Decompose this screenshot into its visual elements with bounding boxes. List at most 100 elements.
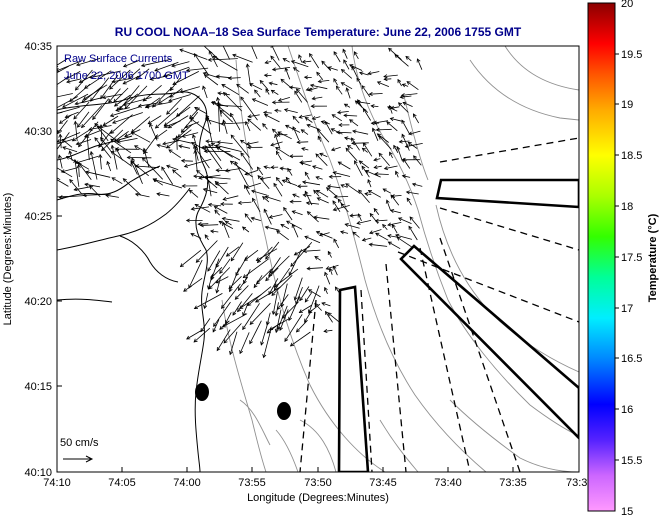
current-vector <box>81 105 103 128</box>
current-vector <box>362 147 368 153</box>
current-vector-head <box>351 65 356 71</box>
current-vector-head <box>212 328 217 333</box>
current-vector-head <box>274 328 279 334</box>
current-vector <box>288 249 302 276</box>
current-vector <box>180 249 202 267</box>
current-vector <box>123 59 140 67</box>
current-vector <box>208 204 222 207</box>
y-tick-label: 40:25 <box>24 211 52 223</box>
current-vector-head <box>343 103 349 108</box>
current-vector <box>396 236 412 248</box>
current-vector <box>359 160 370 169</box>
current-vector <box>303 249 321 252</box>
current-vector-head <box>190 233 195 237</box>
current-vector-head <box>408 131 413 136</box>
current-vector-head <box>205 139 210 144</box>
current-vector-head <box>219 269 224 274</box>
current-vector <box>270 141 283 146</box>
current-vector <box>255 286 281 303</box>
current-vector-head <box>391 223 396 229</box>
current-vector-head <box>288 85 294 90</box>
current-vector-head <box>306 123 311 128</box>
y-tick-label: 40:10 <box>24 467 52 479</box>
current-vector-head <box>299 160 304 165</box>
current-vector-head <box>270 165 275 170</box>
current-vector-head <box>186 335 191 340</box>
current-vector <box>329 268 333 275</box>
current-vector-head <box>285 176 290 182</box>
current-vector-head <box>179 263 184 268</box>
current-vector-head <box>271 128 277 133</box>
current-vector <box>312 96 323 100</box>
current-vector <box>223 92 243 112</box>
current-vector-head <box>109 85 114 90</box>
current-vector-head <box>92 115 97 121</box>
current-vector <box>406 197 412 206</box>
current-vector-head <box>412 113 417 118</box>
current-vector <box>223 195 239 200</box>
current-vector <box>239 294 262 309</box>
current-vector <box>183 277 203 292</box>
current-vector <box>372 128 379 141</box>
current-vector <box>112 112 143 124</box>
current-vector <box>61 139 73 148</box>
current-vector <box>346 87 351 99</box>
current-vector <box>212 319 220 333</box>
current-vector <box>256 268 273 285</box>
current-vector-head <box>134 192 140 197</box>
current-vector-head <box>316 197 321 202</box>
current-vector-head <box>336 110 342 115</box>
current-vector <box>316 190 329 198</box>
y-tick-labels: 40:35 40:30 40:25 40:20 40:15 40:10 <box>24 41 52 479</box>
current-vector-head <box>179 48 184 53</box>
current-vector-head <box>332 200 337 205</box>
current-vector-head <box>260 341 265 346</box>
current-vector <box>334 196 349 198</box>
current-vector-head <box>156 143 161 148</box>
current-vector-head <box>289 199 294 204</box>
current-vector-head <box>249 83 254 87</box>
current-vector-head <box>78 79 83 83</box>
current-vector-head <box>401 133 406 138</box>
current-vector-head <box>194 107 199 111</box>
current-vector-head <box>141 157 146 162</box>
current-vector-head <box>413 155 417 160</box>
current-vector <box>344 137 352 140</box>
current-vector-head <box>110 150 115 155</box>
current-vector <box>214 210 220 216</box>
current-vector <box>373 208 380 216</box>
current-vector <box>282 179 298 186</box>
current-vector <box>57 93 73 98</box>
current-vector-head <box>65 75 70 80</box>
current-vector-head <box>152 178 157 182</box>
current-vector-head <box>329 267 333 272</box>
current-vector <box>390 209 401 214</box>
current-vector <box>306 202 320 205</box>
current-vector-head <box>144 104 150 109</box>
current-vector-head <box>130 131 135 136</box>
current-vector <box>190 233 202 239</box>
current-vector <box>377 133 389 143</box>
current-vector-head <box>172 169 177 174</box>
current-vector <box>259 80 269 90</box>
current-vector-head <box>406 197 411 202</box>
current-vector-head <box>367 179 372 184</box>
current-vector <box>228 276 242 289</box>
current-vector-head <box>349 119 354 124</box>
current-vector <box>365 170 381 178</box>
current-vector <box>308 289 321 298</box>
current-vector <box>371 105 379 107</box>
current-vector-head <box>154 67 159 72</box>
current-vector <box>78 162 92 180</box>
current-vector <box>357 220 372 224</box>
current-vector <box>134 145 148 154</box>
current-vector <box>172 169 182 178</box>
current-vector-head <box>280 78 285 83</box>
current-vector <box>219 258 231 274</box>
current-vector-head <box>268 214 273 219</box>
current-vector-head <box>374 172 379 177</box>
current-vector <box>383 188 391 194</box>
current-vector-head <box>220 304 225 309</box>
current-vector-head <box>397 217 403 222</box>
current-vector <box>345 223 360 229</box>
